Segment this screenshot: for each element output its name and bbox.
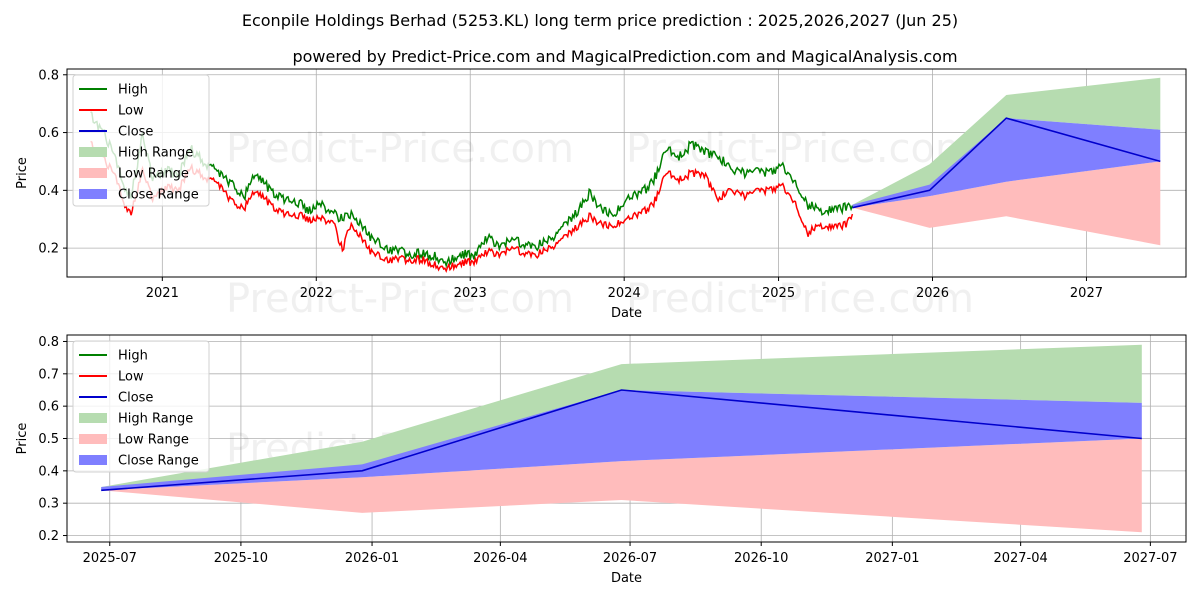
y-tick-label: 0.3 (38, 497, 59, 512)
legend: High Low Close High Range Low Range Close Ran… (72, 74, 210, 207)
y-tick-label: 0.6 (38, 126, 59, 141)
y-axis-label: Price (15, 423, 30, 455)
close-forecast-line (101, 389, 1142, 492)
y-tick-label: 0.7 (38, 367, 59, 382)
chart-panel-2: Predict-Price.comPredict-Price.com2025-0… (15, 334, 1187, 586)
x-tick-label: 2027 (1070, 286, 1103, 301)
x-tick-label: 2026-04 (473, 551, 527, 566)
x-tick-label: 2027-07 (1123, 551, 1177, 566)
watermark-text: Predict-Price.com (626, 276, 974, 322)
x-tick-label: 2026-10 (734, 551, 788, 566)
x-tick-label: 2022 (300, 286, 333, 301)
legend-swatch-patch (79, 455, 107, 465)
legend-label: High Range (118, 146, 193, 161)
chart-subtitle: powered by Predict-Price.com and Magical… (292, 47, 957, 66)
high-range-band (852, 77, 1161, 208)
low-range-band (852, 161, 1161, 246)
legend-label: Close (118, 125, 153, 140)
y-tick-label: 0.8 (38, 68, 59, 83)
legend-swatch-patch (79, 434, 107, 444)
plot-frame (66, 68, 1187, 278)
legend-label: Low (118, 104, 144, 119)
close-forecast-line (852, 117, 1161, 209)
x-tick-label: 2023 (454, 286, 487, 301)
x-tick-label: 2027-01 (865, 551, 919, 566)
y-tick-label: 0.4 (38, 464, 59, 479)
high-series-line (90, 111, 854, 269)
y-axis-label: Price (15, 157, 30, 189)
legend-label: Low Range (118, 433, 189, 448)
y-tick-label: 0.8 (38, 335, 59, 350)
legend-label: Low Range (118, 167, 189, 182)
y-tick-label: 0.5 (38, 432, 59, 447)
x-tick-label: 2025-07 (83, 551, 137, 566)
low-series-line (90, 140, 854, 273)
legend-label: Close (118, 391, 153, 406)
y-tick-label: 0.2 (38, 529, 59, 544)
watermark-text: Predict-Price.com (226, 126, 574, 172)
legend: High Low Close High Range Low Range Close Ran… (72, 340, 210, 473)
low-range-band (101, 438, 1142, 533)
x-tick-label: 2026-01 (345, 551, 399, 566)
x-tick-label: 2021 (146, 286, 179, 301)
x-axis-label: Date (611, 306, 642, 321)
watermark-text: Predict-Price.com (626, 126, 974, 172)
x-tick-label: 2027-04 (993, 551, 1047, 566)
watermark-text: Predict-Price.com (226, 276, 574, 322)
y-tick-label: 0.6 (38, 400, 59, 415)
legend-label: High (118, 83, 148, 98)
y-tick-label: 0.4 (38, 184, 59, 199)
x-tick-label: 2025-10 (214, 551, 268, 566)
chart-panel-1: Predict-Price.com Predict-Price.com Predic… (15, 68, 1187, 322)
chart-title: Econpile Holdings Berhad (5253.KL) long … (242, 11, 958, 30)
legend-swatch-patch (79, 189, 107, 199)
x-axis-label: Date (611, 571, 642, 586)
legend-swatch-patch (79, 413, 107, 423)
legend-label: Low (118, 370, 144, 385)
high-range-band (101, 344, 1142, 491)
x-tick-label: 2026-07 (603, 551, 657, 566)
legend-swatch-patch (79, 147, 107, 157)
x-tick-label: 2024 (608, 286, 641, 301)
legend-label: High (118, 349, 148, 364)
legend-label: High Range (118, 412, 193, 427)
legend-label: Close Range (118, 454, 199, 469)
x-tick-label: 2026 (916, 286, 949, 301)
legend-label: Close Range (118, 188, 199, 203)
y-tick-label: 0.2 (38, 242, 59, 257)
legend-swatch-patch (79, 168, 107, 178)
watermark-group: Predict-Price.com Predict-Price.com Predic… (226, 126, 974, 322)
close-range-band (101, 390, 1142, 491)
x-tick-label: 2025 (762, 286, 795, 301)
